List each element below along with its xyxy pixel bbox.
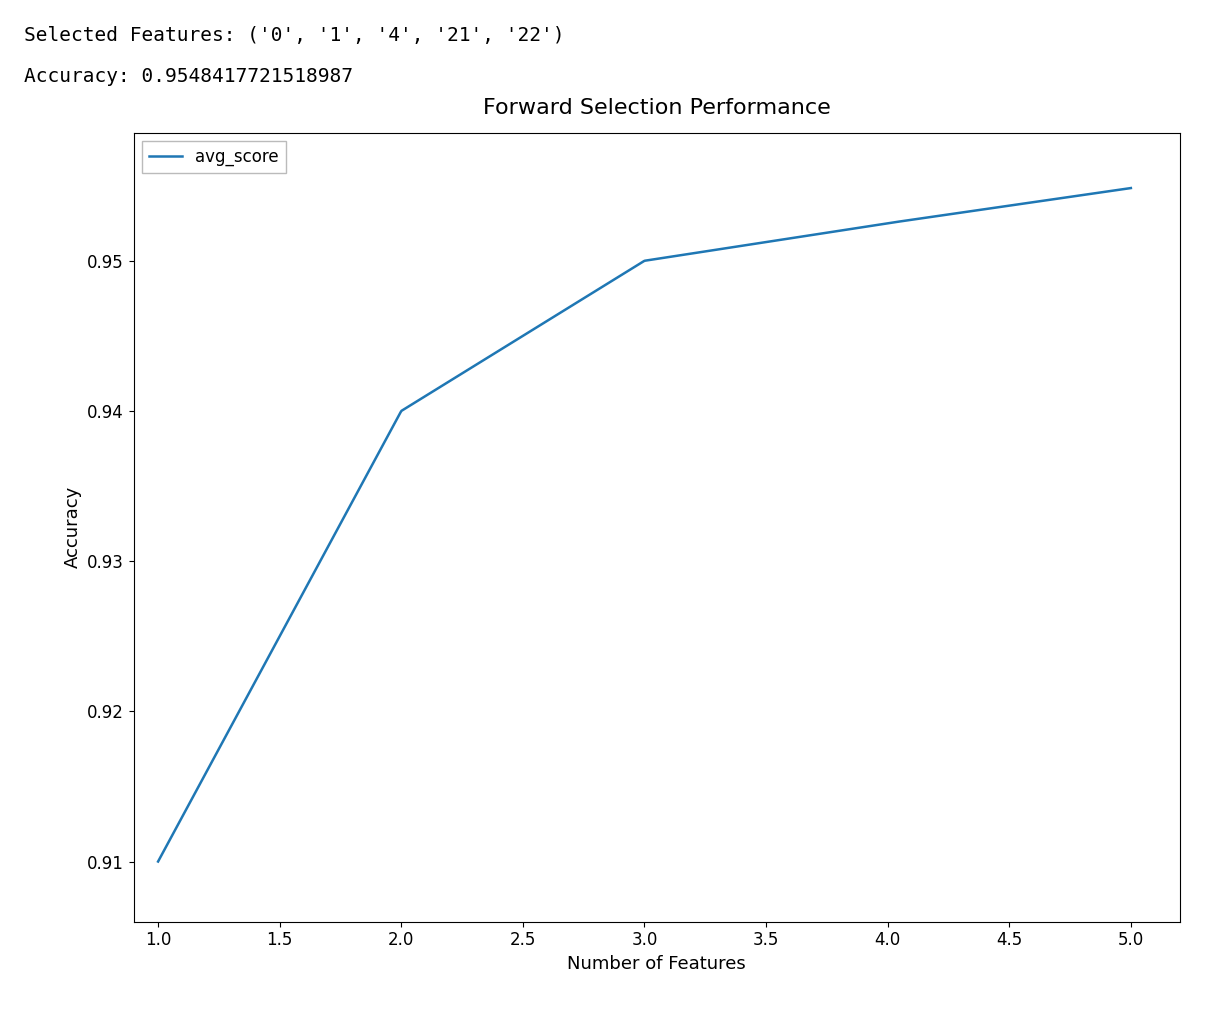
X-axis label: Number of Features: Number of Features [568, 954, 745, 973]
avg_score [1124, 182, 1138, 195]
avg_score [910, 213, 924, 225]
Title: Forward Selection Performance: Forward Selection Performance [483, 97, 831, 118]
Legend: avg_score: avg_score [142, 141, 286, 173]
avg_score [250, 672, 265, 684]
avg_score [818, 226, 833, 239]
Text: Accuracy: 0.9548417721518987: Accuracy: 0.9548417721518987 [24, 67, 354, 86]
Line: avg_score: avg_score [158, 188, 1131, 861]
avg_score [151, 855, 165, 867]
avg_score [545, 312, 559, 325]
avg_score [927, 210, 941, 222]
Y-axis label: Accuracy: Accuracy [63, 486, 81, 568]
avg_score [579, 291, 593, 303]
Text: Selected Features: ('0', '1', '4', '21', '22'): Selected Features: ('0', '1', '4', '21',… [24, 26, 564, 45]
